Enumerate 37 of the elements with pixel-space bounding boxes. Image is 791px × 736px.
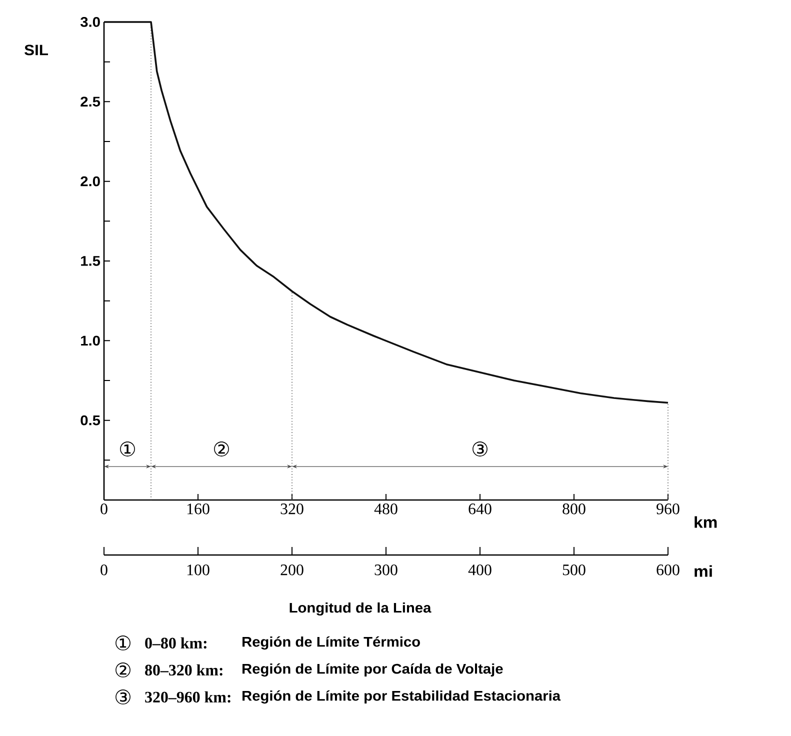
x2-tick-label: 0 (100, 564, 108, 576)
x2-tick-label: 500 (562, 564, 586, 576)
y-tick-label: 2.5 (80, 96, 100, 107)
text: Longitud de la Linea (290, 602, 432, 616)
y-tick-label: 3.0 (80, 17, 100, 27)
x2-tick-label: 600 (656, 564, 680, 576)
text: 0–80 km: (145, 637, 206, 649)
annotation: ① (120, 442, 135, 456)
y-tick-label: 0.5 (80, 415, 100, 426)
x-tick-label: 800 (562, 504, 586, 514)
y-tick-label: 1.5 (81, 256, 100, 266)
x2-tick-label: 300 (374, 564, 398, 576)
y-axis-title: SIL (24, 44, 48, 56)
x2-tick-label: 100 (187, 564, 210, 576)
x2-tick-label: 400 (468, 564, 492, 576)
x2-tick-label: 200 (280, 564, 304, 576)
x-tick-label: 480 (374, 504, 398, 514)
y-tick-label: 2.0 (80, 176, 100, 186)
text: ② (116, 662, 130, 678)
text: 80–320 km: (145, 664, 222, 676)
x-axis-title: km (694, 516, 717, 528)
x-tick-label: 640 (468, 504, 492, 514)
x-tick-label: 320 (280, 504, 304, 514)
y-tick-label: 1.0 (81, 336, 100, 346)
x-tick-label: 160 (187, 504, 210, 514)
text: ③ (116, 690, 130, 704)
text: ① (116, 636, 130, 650)
annotation: ③ (472, 442, 488, 456)
x-tick-label: 960 (656, 504, 680, 514)
x-tick-label: 0 (100, 504, 108, 514)
text: Región de Límite por Estabilidad Estacionaria (242, 690, 561, 704)
x2-axis-title: mi (694, 565, 712, 577)
line-series (103, 21, 669, 404)
text: Región de Límite Térmico (242, 636, 420, 650)
annotation: ② (214, 442, 229, 456)
text: Región de Límite por Caída de Voltaje (242, 663, 503, 677)
text: 320–960 km: (145, 691, 230, 703)
